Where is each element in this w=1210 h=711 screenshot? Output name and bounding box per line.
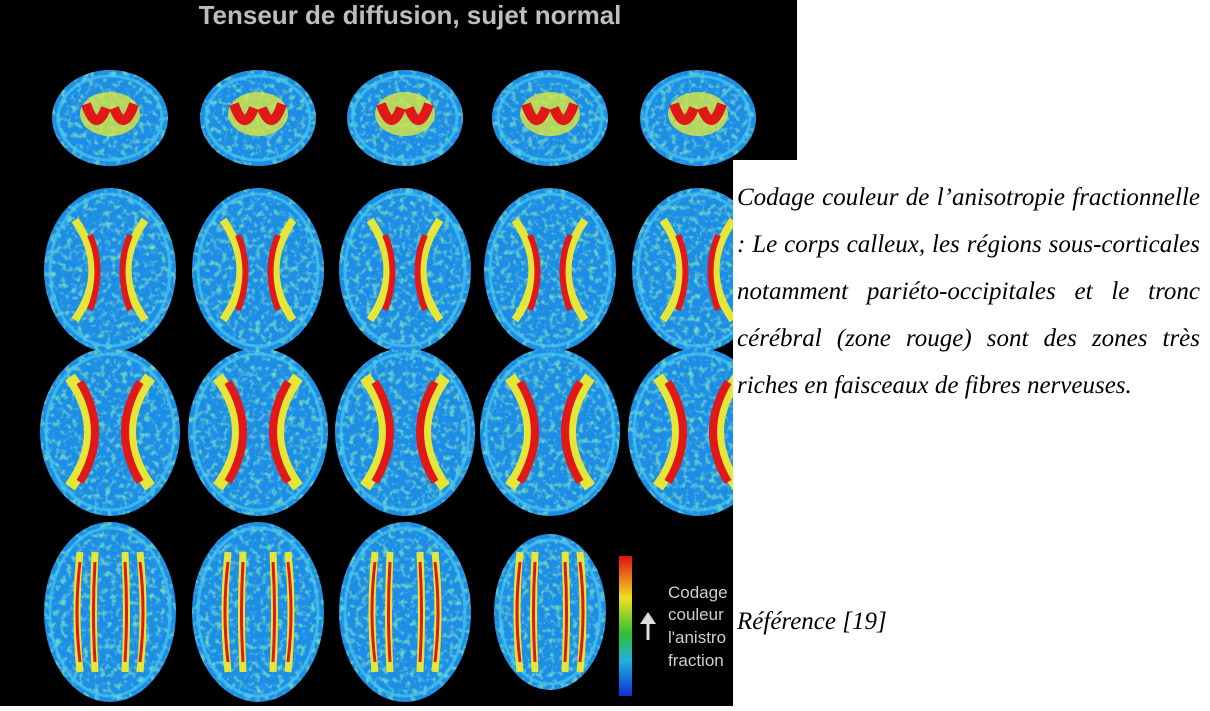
fiber-yellow <box>520 92 580 136</box>
brain-rim <box>204 74 312 162</box>
caption-text: Codage couleur de l’anisotropie fraction… <box>737 184 1200 399</box>
fiber-red <box>664 379 732 485</box>
brain-slice <box>494 534 606 690</box>
brain-rim <box>488 192 612 348</box>
brain-slice <box>339 522 471 702</box>
fiber-yellow <box>65 373 155 491</box>
brain-rim <box>48 526 172 698</box>
fiber-yellow <box>71 217 149 323</box>
fiber-yellow <box>511 217 589 323</box>
fiber-red <box>271 561 276 663</box>
fiber-yellow <box>219 217 297 323</box>
fiber-yellow <box>375 92 435 136</box>
fiber-red <box>92 561 97 663</box>
fiber-red <box>224 379 292 485</box>
fiber-red <box>578 561 585 663</box>
fiber-yellow <box>653 373 743 491</box>
fiber-red <box>376 102 434 125</box>
fiber-yellow <box>505 373 595 491</box>
brain-rim <box>192 352 324 512</box>
fiber-red <box>87 233 133 312</box>
fiber-yellow <box>659 217 737 323</box>
fiber-red <box>516 379 584 485</box>
brain-slices <box>40 70 768 702</box>
brain-slice <box>192 522 324 702</box>
fiber-red <box>675 233 721 312</box>
arrow <box>640 612 656 640</box>
brain-slice <box>480 348 620 516</box>
fiber-red <box>521 102 579 125</box>
fiber-yellow <box>228 92 288 136</box>
brain-rim <box>498 538 602 686</box>
brain-rim <box>343 526 467 698</box>
fiber-red <box>223 561 230 663</box>
brain-rim <box>351 74 459 162</box>
fiber-red <box>240 561 245 663</box>
legend-line: couleur <box>668 605 724 624</box>
brain-rim <box>48 192 172 348</box>
fiber-red <box>515 561 522 663</box>
brain-slice <box>44 188 176 352</box>
colorbar-legend: Codage couleur l'anistro fraction <box>668 583 728 670</box>
brain-rim <box>44 352 176 512</box>
fiber-yellow <box>213 373 303 491</box>
fiber-red <box>229 102 287 125</box>
fiber-red <box>286 561 293 663</box>
fiber-red <box>81 102 139 125</box>
legend-line: l'anistro <box>668 628 726 647</box>
fiber-red <box>382 233 428 312</box>
brain-rim <box>196 526 320 698</box>
brain-rim <box>484 352 616 512</box>
brain-rim <box>339 352 471 512</box>
brain-rim <box>56 74 164 162</box>
caption-box: Codage couleur de l’anisotropie fraction… <box>733 160 1210 711</box>
legend-line: fraction <box>668 651 724 670</box>
fiber-yellow <box>360 373 450 491</box>
fiber-red <box>669 102 727 125</box>
fiber-red <box>418 561 423 663</box>
mri-figure: Tenseur de diffusion, sujet normal Codag… <box>0 0 797 706</box>
brain-slice <box>339 188 471 352</box>
fiber-red <box>370 561 377 663</box>
brain-slice <box>335 348 475 516</box>
fiber-red <box>433 561 440 663</box>
brain-rim <box>496 74 604 162</box>
fiber-yellow <box>366 217 444 323</box>
caption-reference: Référence [19] <box>737 608 887 635</box>
brain-rim <box>644 74 752 162</box>
fiber-red <box>563 561 568 663</box>
fiber-red <box>123 561 128 663</box>
brain-rim <box>196 192 320 348</box>
fiber-red <box>387 561 392 663</box>
brain-slice <box>484 188 616 352</box>
brain-slice <box>188 348 328 516</box>
fiber-yellow <box>668 92 728 136</box>
fiber-red <box>235 233 281 312</box>
fiber-yellow <box>80 92 140 136</box>
fiber-red <box>527 233 573 312</box>
brain-slice <box>40 348 180 516</box>
fiber-red <box>76 379 144 485</box>
brain-slice <box>192 188 324 352</box>
fiber-red <box>371 379 439 485</box>
figure-title: Tenseur de diffusion, sujet normal <box>199 0 622 30</box>
legend-line: Codage <box>668 583 728 602</box>
brain-slice <box>44 522 176 702</box>
fiber-red <box>75 561 82 663</box>
brain-rim <box>343 192 467 348</box>
fiber-red <box>138 561 145 663</box>
fiber-red <box>532 561 537 663</box>
colorbar <box>619 556 632 696</box>
